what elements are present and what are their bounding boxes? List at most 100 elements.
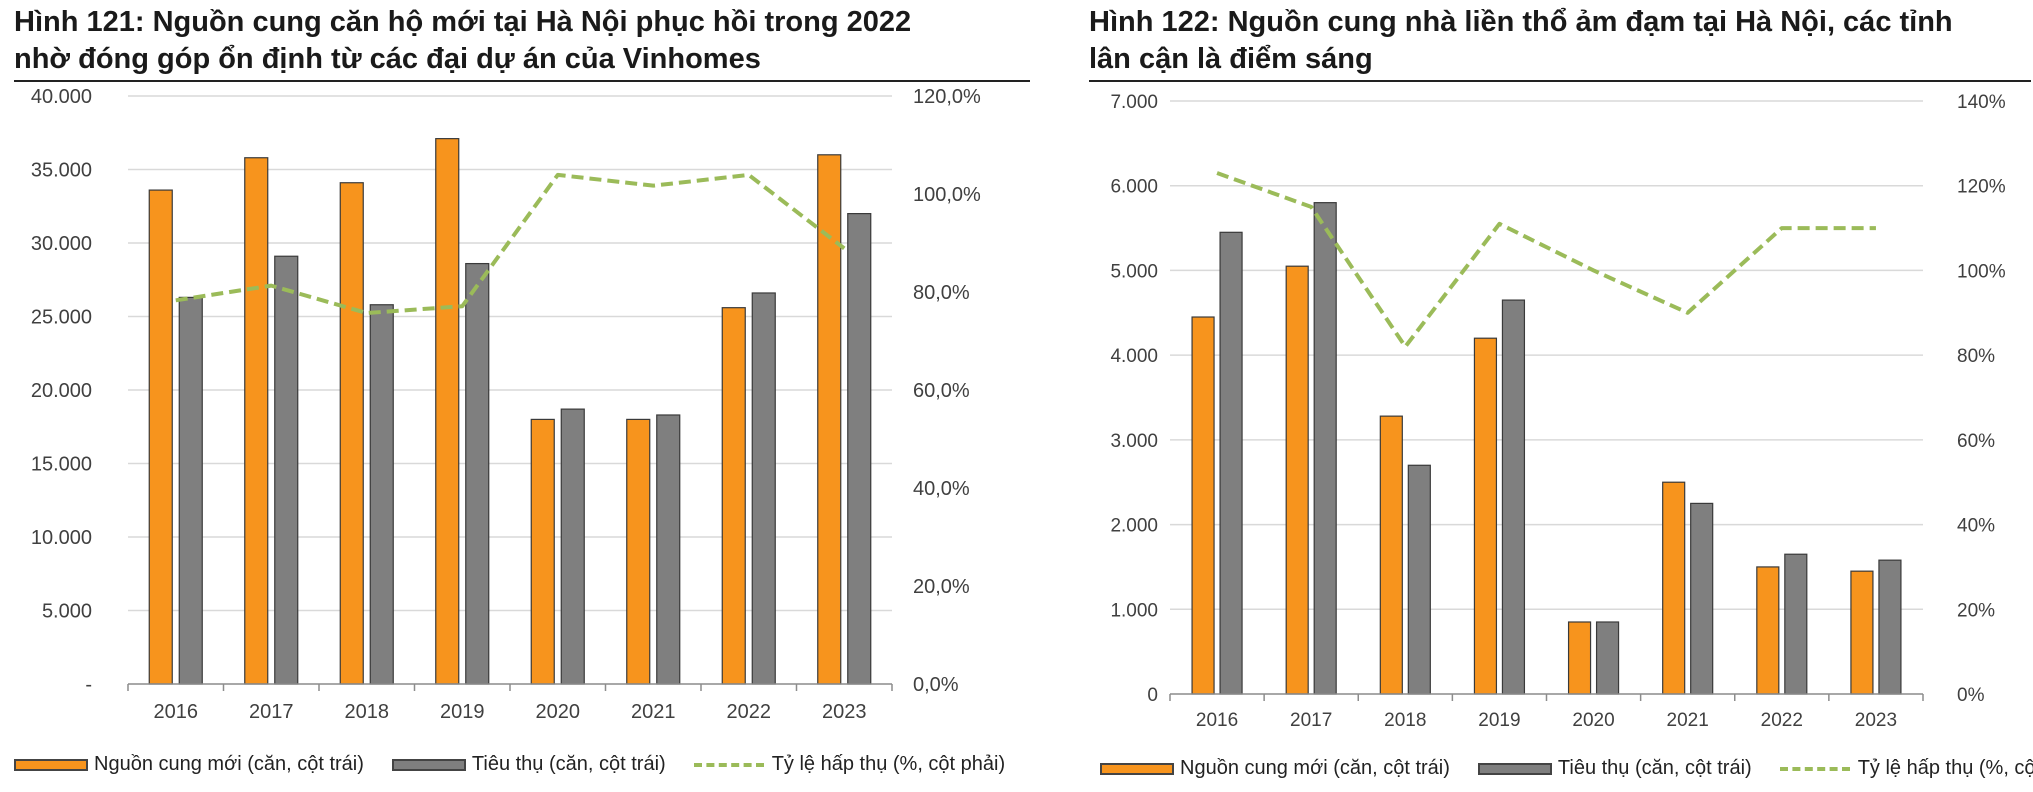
x-tick-label: 2017 xyxy=(1290,710,1332,731)
y-right-tick-label: 80,0% xyxy=(913,282,970,304)
y-left-tick-label: 5.000 xyxy=(42,601,92,623)
y-left-tick-label: 0 xyxy=(1147,685,1158,706)
bar-sales-2022 xyxy=(751,292,776,685)
y-right-tick-label: 60% xyxy=(1957,431,1995,452)
bar-sales-2022 xyxy=(1784,553,1808,695)
y-right-tick-label: 20% xyxy=(1957,600,1995,621)
title-divider xyxy=(1089,80,2031,82)
bar-sales-2023 xyxy=(1878,559,1902,695)
legend-swatch-supply xyxy=(14,758,88,771)
x-tick-label: 2021 xyxy=(631,701,676,723)
y-left-tick-label: 35.000 xyxy=(31,160,92,182)
absorption-rate-line xyxy=(175,172,846,316)
y-left-tick-label: 1.000 xyxy=(1110,600,1158,621)
legend-label-absorption: Tỷ lệ hấp thụ (%, cột phải) xyxy=(1857,757,2033,779)
x-tick-label: 2016 xyxy=(154,701,199,723)
bar-sales-2023 xyxy=(847,213,872,685)
chart-title-line-2: lân cận là điểm sáng xyxy=(1089,43,1373,75)
legend-swatch-supply xyxy=(1100,762,1174,775)
x-tick-label: 2023 xyxy=(1855,710,1897,731)
y-left-tick-label: 7.000 xyxy=(1110,92,1158,113)
y-right-tick-label: 140% xyxy=(1957,92,2006,113)
chart-legend: Nguồn cung mới (căn, cột trái) Tiêu thụ … xyxy=(14,753,1033,776)
chart-legend: Nguồn cung mới (căn, cột trái) Tiêu thụ … xyxy=(1100,757,2033,780)
y-right-tick-label: 80% xyxy=(1957,346,1995,367)
bar-sales-2021 xyxy=(656,414,681,685)
legend-item-sales: Tiêu thụ (căn, cột trái) xyxy=(391,753,666,776)
y-left-tick-label: 4.000 xyxy=(1110,346,1158,367)
x-tick-label: 2020 xyxy=(1572,710,1614,731)
y-left-tick-label: 20.000 xyxy=(31,380,92,402)
chart-title-line-1: Hình 121: Nguồn cung căn hộ mới tại Hà N… xyxy=(14,6,912,38)
chart-panel-122: Hình 122: Nguồn cung nhà liền thổ ảm đạm… xyxy=(1075,0,2033,792)
y-right-tick-label: 60,0% xyxy=(913,380,970,402)
legend-swatch-absorption xyxy=(1779,766,1850,771)
y-left-tick-label: 25.000 xyxy=(31,307,92,329)
x-tick-label: 2019 xyxy=(1478,710,1520,731)
bar-sales-2019 xyxy=(465,262,490,685)
bar-sales-2016 xyxy=(178,296,203,685)
bar-sales-2020 xyxy=(560,408,585,685)
chart-title: Hình 121: Nguồn cung căn hộ mới tại Hà N… xyxy=(14,4,911,78)
y-left-tick-label: 5.000 xyxy=(1110,261,1158,282)
y-right-tick-label: 120,0% xyxy=(913,86,981,108)
bar-sales-2016 xyxy=(1219,231,1243,695)
bar-supply-2023 xyxy=(817,154,842,685)
x-tick-label: 2016 xyxy=(1196,710,1238,731)
bar-supply-2021 xyxy=(626,418,651,685)
bar-sales-2020 xyxy=(1595,621,1620,695)
legend-item-absorption: Tỷ lệ hấp thụ (%, cột phải) xyxy=(693,753,1006,776)
y-left-tick-label: 3.000 xyxy=(1110,431,1158,452)
y-right-tick-label: 100,0% xyxy=(913,184,981,206)
bar-supply-2019 xyxy=(435,138,460,685)
title-divider xyxy=(14,80,1030,82)
bar-supply-2016 xyxy=(148,189,173,685)
chart-panel-121: Hình 121: Nguồn cung căn hộ mới tại Hà N… xyxy=(14,4,1033,776)
y-left-tick-label: 15.000 xyxy=(31,454,92,476)
absorption-rate-line xyxy=(1216,171,1876,349)
legend-label-supply: Nguồn cung mới (căn, cột trái) xyxy=(94,753,364,775)
legend-item-supply: Nguồn cung mới (căn, cột trái) xyxy=(14,753,364,776)
y-left-tick-label: 10.000 xyxy=(31,527,92,549)
y-right-tick-label: 0,0% xyxy=(913,674,959,696)
y-right-tick-label: 0% xyxy=(1957,685,1985,706)
chart-121-plot: - 5.000 10.000 15.000 20.000 25.000 30.000 35.0… xyxy=(31,86,981,723)
x-tick-label: 2020 xyxy=(536,701,581,723)
legend-item-sales: Tiêu thụ (căn, cột trái) xyxy=(1477,757,1752,780)
bar-supply-2023 xyxy=(1850,570,1874,695)
legend-label-sales: Tiêu thụ (căn, cột trái) xyxy=(471,753,666,775)
x-tick-label: 2017 xyxy=(249,701,294,723)
bar-supply-2016 xyxy=(1191,316,1215,695)
bar-supply-2020 xyxy=(1567,621,1592,695)
legend-label-sales: Tiêu thụ (căn, cột trái) xyxy=(1557,757,1752,779)
x-tick-label: 2023 xyxy=(822,701,867,723)
legend-swatch-sales xyxy=(391,758,466,771)
y-left-tick-label: 30.000 xyxy=(31,233,92,255)
x-tick-label: 2018 xyxy=(345,701,390,723)
x-tick-label: 2022 xyxy=(727,701,772,723)
x-tick-label: 2018 xyxy=(1384,710,1426,731)
x-tick-label: 2019 xyxy=(440,701,485,723)
bar-sales-2017 xyxy=(1313,202,1337,695)
x-tick-label: 2021 xyxy=(1667,710,1709,731)
bar-supply-2022 xyxy=(721,307,746,685)
bar-supply-2018 xyxy=(1379,415,1403,695)
y-left-tick-label: - xyxy=(85,674,92,696)
bar-sales-2017 xyxy=(274,255,299,685)
y-right-tick-label: 40% xyxy=(1957,516,1995,537)
chart-title-line-1: Hình 122: Nguồn cung nhà liền thổ ảm đạm… xyxy=(1089,6,1953,38)
bar-sales-2019 xyxy=(1501,299,1526,695)
y-left-tick-label: 2.000 xyxy=(1110,516,1158,537)
legend-item-absorption: Tỷ lệ hấp thụ (%, cột phải) xyxy=(1779,757,2033,780)
legend-swatch-sales xyxy=(1477,762,1552,775)
bar-supply-2021 xyxy=(1662,481,1686,695)
legend-label-supply: Nguồn cung mới (căn, cột trái) xyxy=(1180,757,1450,779)
chart-title-line-2: nhờ đóng góp ổn định từ các đại dự án củ… xyxy=(14,43,761,75)
bar-sales-2021 xyxy=(1690,502,1714,695)
legend-label-absorption: Tỷ lệ hấp thụ (%, cột phải) xyxy=(771,753,1006,775)
bar-sales-2018 xyxy=(369,304,394,685)
y-right-tick-label: 120% xyxy=(1957,177,2006,198)
bar-supply-2017 xyxy=(1285,265,1309,695)
bar-supply-2022 xyxy=(1756,566,1780,695)
y-left-tick-label: 6.000 xyxy=(1110,177,1158,198)
